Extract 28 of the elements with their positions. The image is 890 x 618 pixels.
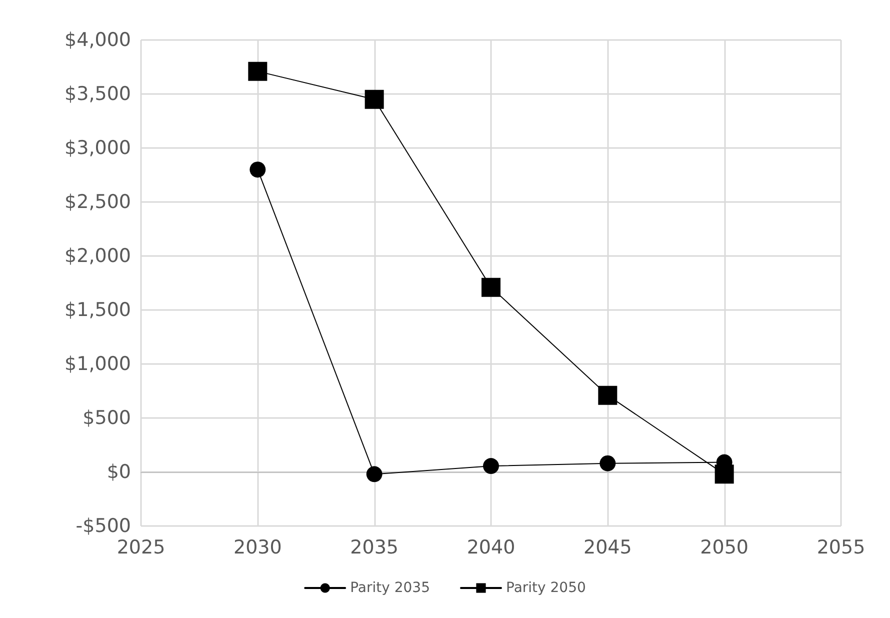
y-tick-label: $500 <box>82 407 131 429</box>
y-tick-label: $0 <box>106 461 131 483</box>
legend-label: Parity 2035 <box>350 580 430 596</box>
y-tick-label: $2,500 <box>64 191 131 213</box>
point <box>482 278 500 297</box>
point <box>600 455 616 472</box>
y-tick-label: $4,000 <box>64 29 131 51</box>
x-tick-label: 2030 <box>233 536 282 558</box>
x-tick-label: 2040 <box>466 536 516 558</box>
y-tick-label: $3,500 <box>64 83 131 105</box>
y-tick-label: $1,000 <box>64 353 131 375</box>
x-tick-label: 2025 <box>116 536 166 558</box>
y-tick-label: $2,000 <box>64 245 131 267</box>
point <box>364 90 384 109</box>
point <box>366 466 382 482</box>
point <box>714 464 734 484</box>
y-tick-label: $1,500 <box>64 299 131 321</box>
point <box>248 62 268 81</box>
y-tick-label: -$500 <box>76 515 131 537</box>
point <box>598 386 618 405</box>
x-tick-label: 2055 <box>816 536 866 558</box>
x-tick-label: 2035 <box>350 536 399 558</box>
legend-label: Parity 2050 <box>506 580 586 596</box>
point <box>250 162 266 178</box>
x-tick-label: 2050 <box>700 536 749 558</box>
x-tick-label: 2045 <box>583 536 632 558</box>
y-tick-label: $3,000 <box>64 137 131 159</box>
point <box>483 458 499 474</box>
